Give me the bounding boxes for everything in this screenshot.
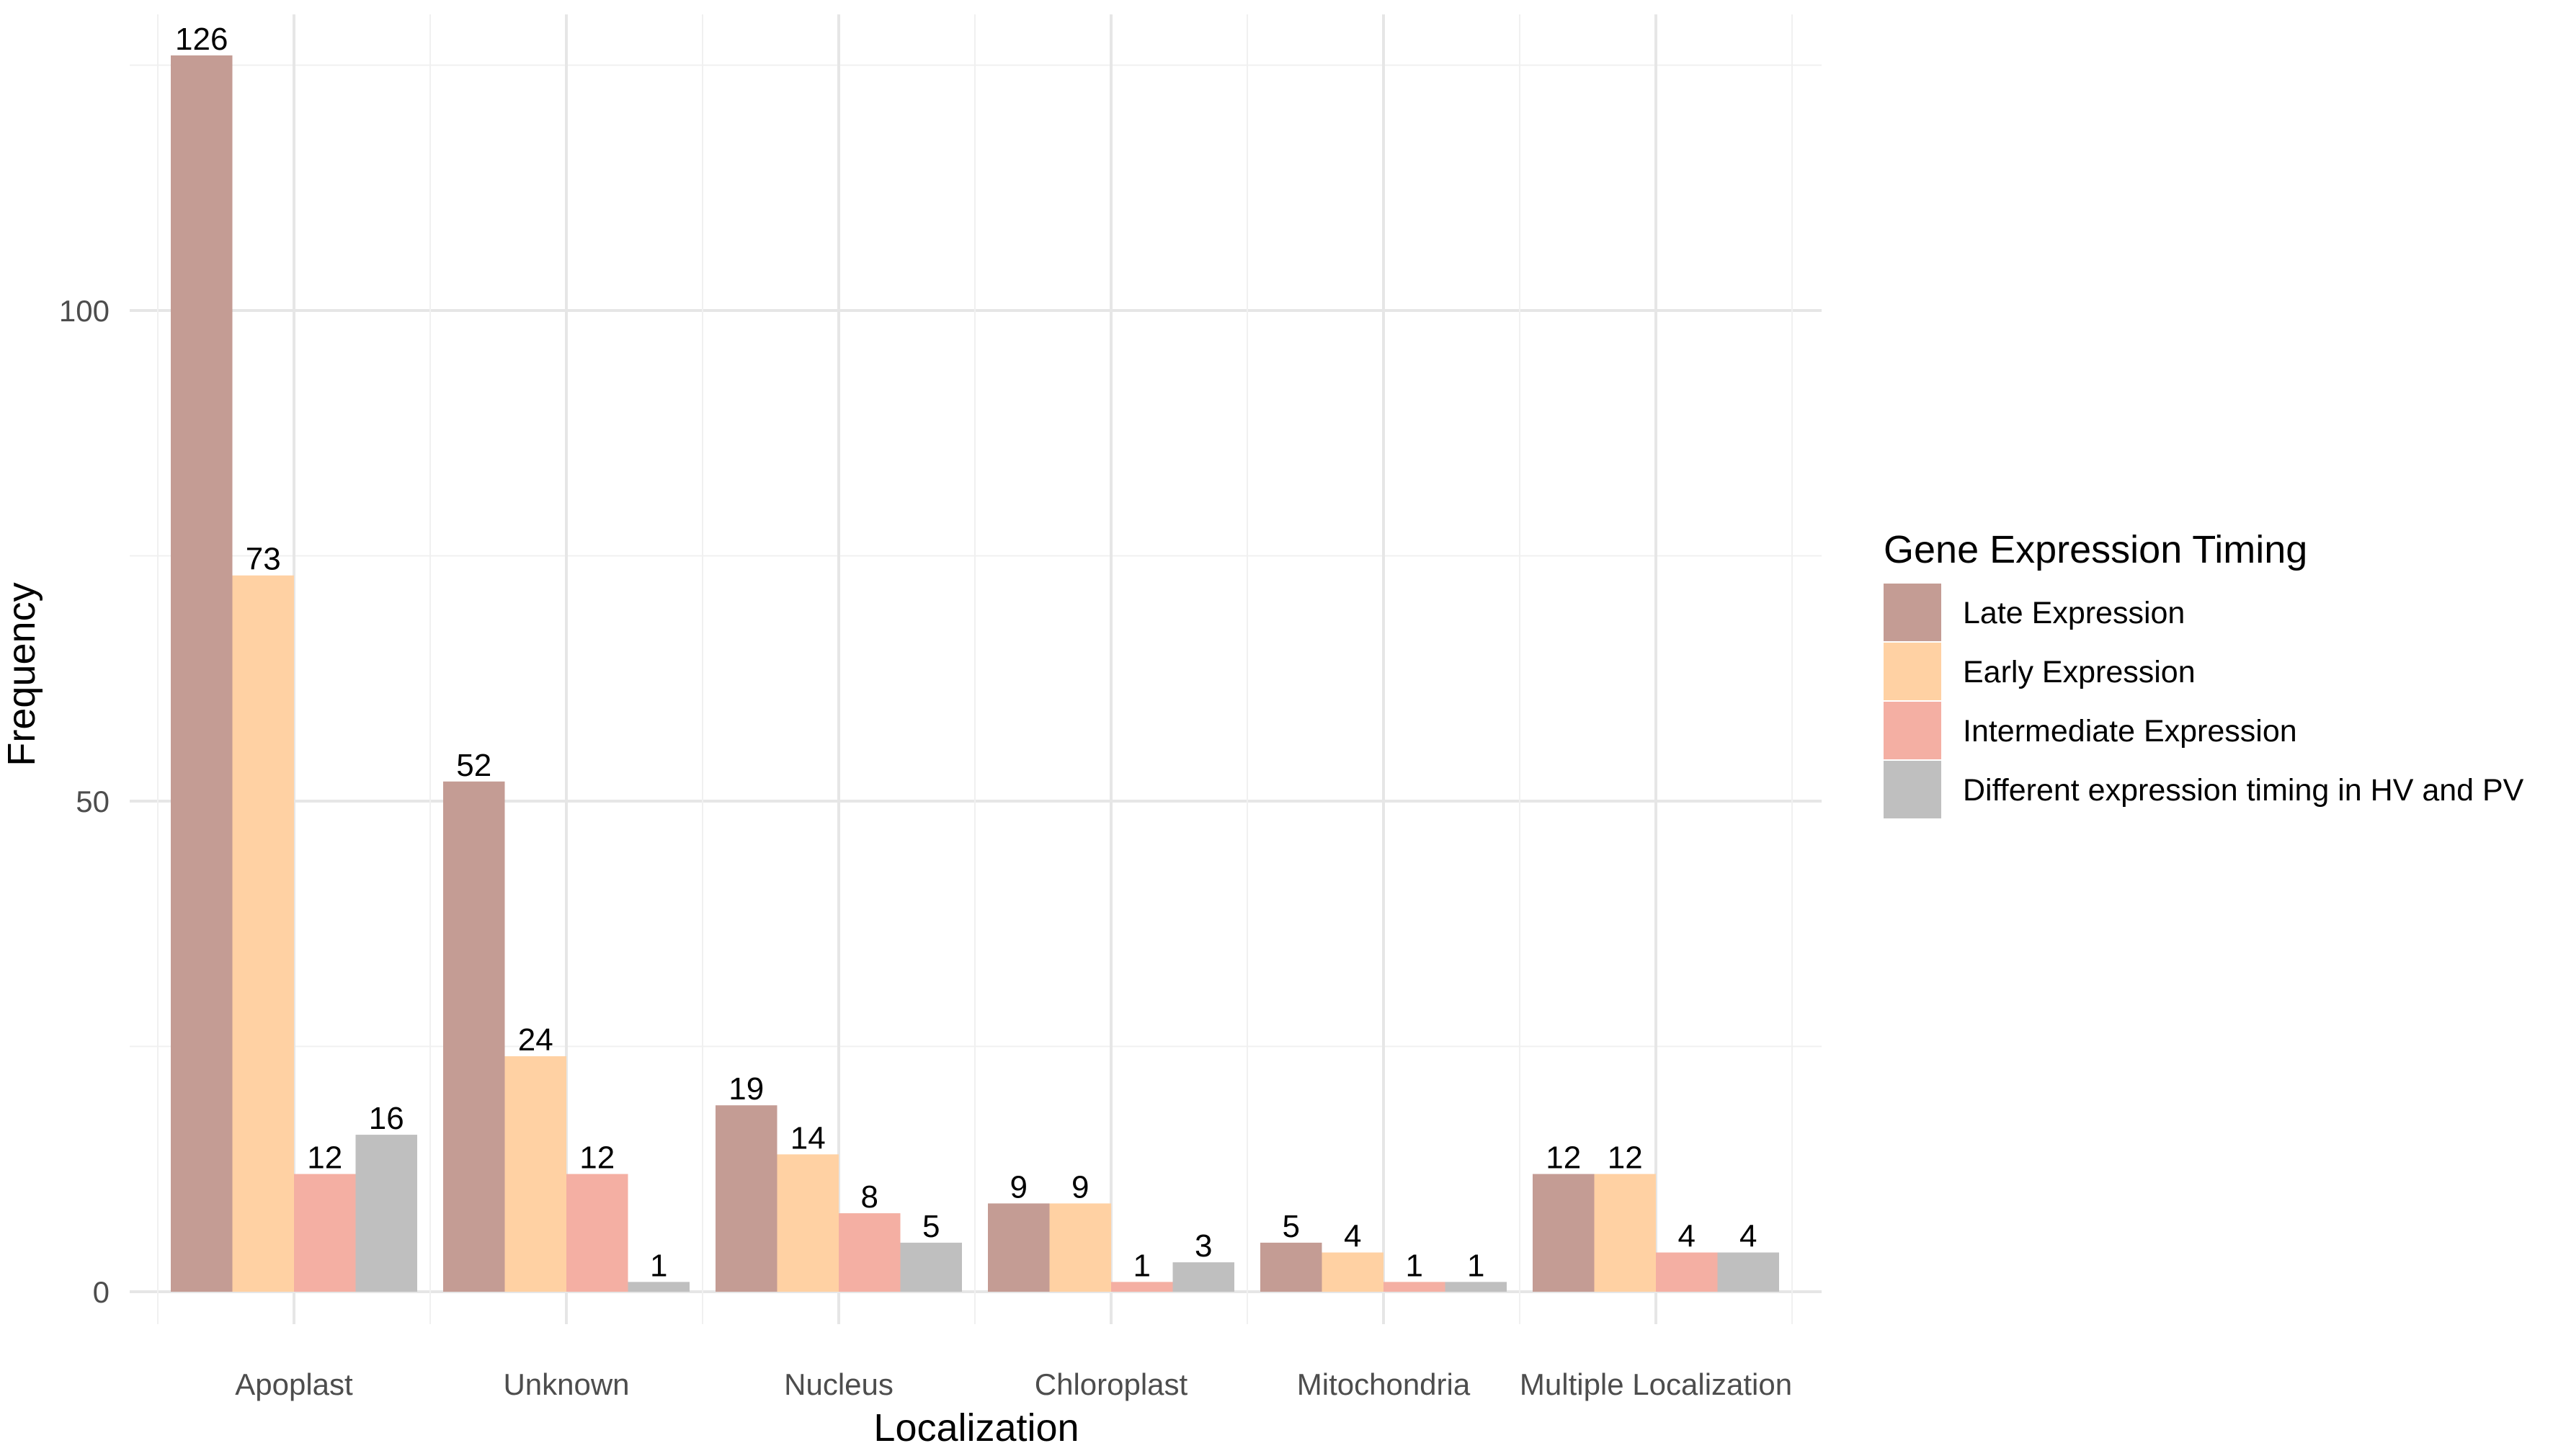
bar — [232, 575, 294, 1292]
bar — [1322, 1252, 1383, 1292]
data-label: 24 — [518, 1022, 553, 1058]
data-label: 1 — [1406, 1248, 1423, 1283]
bar — [566, 1174, 628, 1292]
data-label: 3 — [1195, 1228, 1212, 1264]
x-tick-label: Mitochondria — [1297, 1367, 1471, 1401]
y-axis-title: Frequency — [0, 582, 43, 766]
legend-label: Late Expression — [1963, 596, 2185, 630]
data-label: 1 — [1133, 1248, 1151, 1283]
legend-swatch — [1884, 584, 1941, 641]
data-label: 16 — [369, 1101, 404, 1136]
bar — [1172, 1262, 1234, 1292]
axes: 0 50 100 Apoplast Unknown Nucleus Chloroplast M… — [59, 294, 1792, 1401]
legend-label: Early Expression — [1963, 655, 2196, 689]
x-tick-label: Unknown — [503, 1367, 629, 1401]
bar — [1260, 1242, 1322, 1292]
data-label: 4 — [1739, 1219, 1757, 1254]
data-label: 4 — [1344, 1219, 1361, 1254]
data-label: 126 — [175, 22, 228, 57]
legend-swatch — [1884, 702, 1941, 759]
data-label: 5 — [922, 1209, 940, 1244]
bar — [443, 781, 505, 1292]
data-label: 9 — [1010, 1169, 1028, 1205]
bar — [839, 1213, 901, 1292]
y-tick-label: 0 — [93, 1275, 110, 1309]
data-label: 1 — [650, 1248, 667, 1283]
legend-label: Different expression timing in HV and PV — [1963, 773, 2524, 808]
bar — [1445, 1282, 1507, 1292]
bar — [1594, 1174, 1656, 1292]
x-axis-title: Localization — [873, 1406, 1079, 1450]
legend-swatch — [1884, 643, 1941, 700]
bar — [355, 1135, 417, 1292]
data-label: 1 — [1467, 1248, 1484, 1283]
data-label: 19 — [728, 1071, 764, 1107]
data-label: 12 — [579, 1140, 615, 1176]
legend-label: Intermediate Expression — [1963, 714, 2297, 749]
bars — [171, 55, 1779, 1292]
x-tick-label: Multiple Localization — [1520, 1367, 1792, 1401]
bar — [628, 1282, 690, 1292]
data-label: 8 — [861, 1179, 878, 1215]
data-label: 73 — [246, 542, 281, 577]
data-label: 12 — [1546, 1140, 1581, 1176]
bar — [504, 1056, 566, 1292]
data-labels: 126 73 12 16 52 24 12 1 19 14 8 5 9 9 1 3 5 4 1 1 12 12 4 4 — [175, 22, 1757, 1284]
x-tick-label: Nucleus — [784, 1367, 894, 1401]
data-label: 9 — [1071, 1169, 1089, 1205]
y-tick-label: 50 — [76, 785, 110, 818]
bar — [294, 1174, 356, 1292]
bar — [1717, 1252, 1779, 1292]
data-label: 14 — [790, 1120, 826, 1156]
bar — [777, 1154, 839, 1292]
bar — [1111, 1282, 1173, 1292]
y-tick-label: 100 — [59, 294, 110, 328]
bar — [900, 1242, 962, 1292]
bar — [716, 1105, 777, 1292]
data-label: 12 — [1608, 1140, 1643, 1176]
bar — [988, 1203, 1050, 1292]
x-tick-label: Apoplast — [235, 1367, 353, 1401]
bar — [171, 55, 233, 1292]
data-label: 52 — [456, 748, 491, 783]
legend-swatch — [1884, 761, 1941, 818]
bar — [1656, 1252, 1718, 1292]
data-label: 5 — [1283, 1209, 1300, 1244]
x-tick-label: Chloroplast — [1035, 1367, 1188, 1401]
legend: Gene Expression Timing Late Expression Ea… — [1884, 528, 2524, 818]
legend-title: Gene Expression Timing — [1884, 528, 2307, 571]
bar — [1049, 1203, 1111, 1292]
bar — [1383, 1282, 1445, 1292]
data-label: 4 — [1678, 1219, 1696, 1254]
bar — [1533, 1174, 1595, 1292]
data-label: 12 — [307, 1140, 342, 1176]
